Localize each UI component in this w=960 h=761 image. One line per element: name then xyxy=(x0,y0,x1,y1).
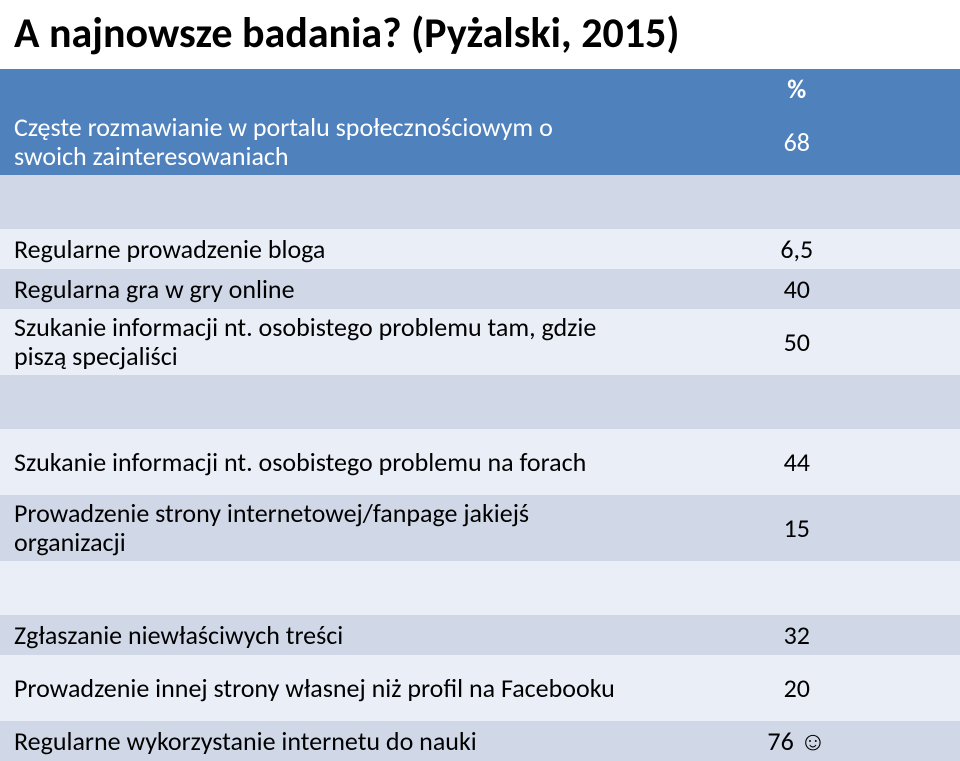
header-left xyxy=(0,69,634,109)
row-label: Zgłaszanie niewłaściwych treści xyxy=(0,615,634,655)
table-row: Zgłaszanie niewłaściwych treści 32 xyxy=(0,615,960,655)
table-header-row: % xyxy=(0,69,960,109)
row-label: Prowadzenie innej strony własnej niż pro… xyxy=(0,655,634,721)
table-row: Prowadzenie strony internetowej/fanpage … xyxy=(0,495,960,561)
row-value: 32 xyxy=(634,615,960,655)
table-row: Regularne prowadzenie bloga 6,5 xyxy=(0,229,960,269)
row-label: Szukanie informacji nt. osobistego probl… xyxy=(0,309,634,375)
row-value: 50 xyxy=(634,309,960,375)
table-row xyxy=(0,375,960,429)
row-value: 15 xyxy=(634,495,960,561)
row-label: Szukanie informacji nt. osobistego probl… xyxy=(0,429,634,495)
row-value: 6,5 xyxy=(634,229,960,269)
table-row: Częste rozmawianie w portalu społecznośc… xyxy=(0,109,960,175)
table-row: Szukanie informacji nt. osobistego probl… xyxy=(0,429,960,495)
row-label: Regularne prowadzenie bloga xyxy=(0,229,634,269)
row-value: 44 xyxy=(634,429,960,495)
data-table: % Częste rozmawianie w portalu społeczno… xyxy=(0,69,960,761)
row-label: Regularne wykorzystanie internetu do nau… xyxy=(0,721,634,761)
table-row: Prowadzenie innej strony własnej niż pro… xyxy=(0,655,960,721)
row-label: Regularna gra w gry online xyxy=(0,269,634,309)
table-row: Regularne wykorzystanie internetu do nau… xyxy=(0,721,960,761)
table-row xyxy=(0,561,960,615)
table-row xyxy=(0,175,960,229)
row-value: 40 xyxy=(634,269,960,309)
table-row: Szukanie informacji nt. osobistego probl… xyxy=(0,309,960,375)
row-label xyxy=(0,175,634,229)
header-right: % xyxy=(634,69,960,109)
row-label: Prowadzenie strony internetowej/fanpage … xyxy=(0,495,634,561)
slide-title: A najnowsze badania? (Pyżalski, 2015) xyxy=(0,0,960,69)
row-value: 68 xyxy=(634,109,960,175)
slide: A najnowsze badania? (Pyżalski, 2015) % … xyxy=(0,0,960,723)
row-label: Częste rozmawianie w portalu społecznośc… xyxy=(0,109,634,175)
row-value xyxy=(634,375,960,429)
row-value: 20 xyxy=(634,655,960,721)
row-value xyxy=(634,175,960,229)
row-value xyxy=(634,561,960,615)
table-row: Regularna gra w gry online 40 xyxy=(0,269,960,309)
row-label xyxy=(0,561,634,615)
row-value: 76 ☺ xyxy=(634,721,960,761)
row-label xyxy=(0,375,634,429)
